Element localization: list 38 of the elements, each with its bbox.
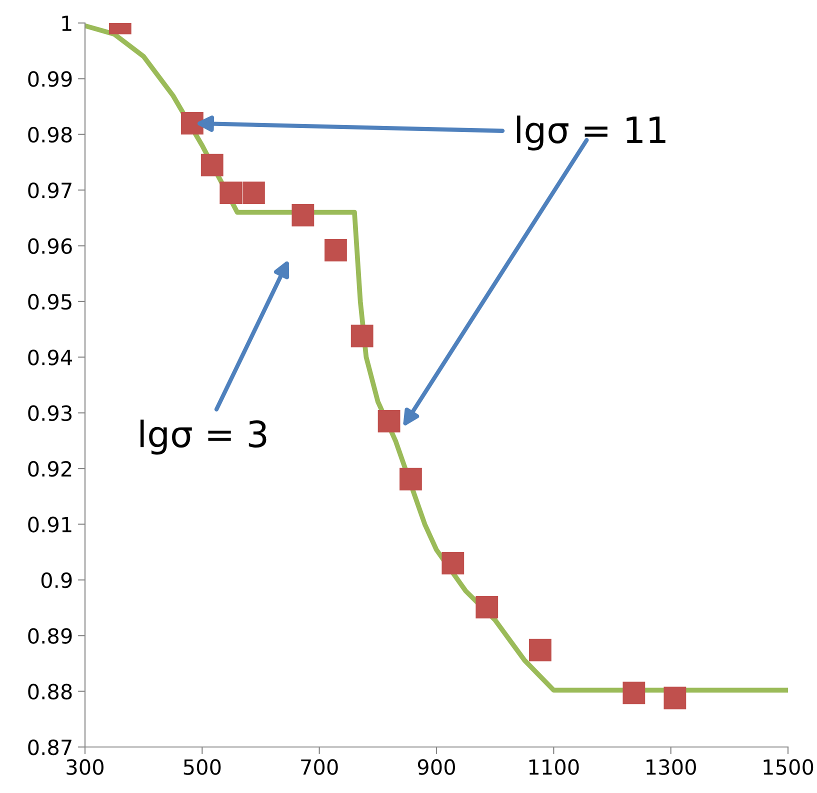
y-tick-label: 0.96 [28, 238, 72, 254]
x-tick-label: 900 [418, 759, 455, 775]
point [220, 182, 242, 204]
y-tick-label: 0.89 [28, 628, 72, 644]
y-tick-label: 0.95 [28, 294, 72, 310]
y-tick-label: 0.92 [28, 460, 72, 477]
y-tick-label: 0.9 [41, 572, 72, 588]
x-tick-label: 1500 [764, 759, 814, 775]
y-tick-label: 0.93 [28, 405, 72, 422]
annotation: lgσ = 3 [140, 420, 266, 455]
y-tick-label: 0.87 [28, 739, 72, 756]
y-tick-label: 0.98 [28, 126, 72, 143]
y-tick-label: 1 [62, 16, 72, 31]
line-series [85, 23, 788, 693]
point [378, 410, 400, 432]
y-tick-label: 0.99 [28, 71, 72, 87]
point [476, 596, 498, 618]
point [181, 112, 204, 134]
point [664, 686, 686, 710]
annotation: lgσ = 11 [517, 116, 666, 151]
point [292, 204, 314, 226]
x-tick-label: 1100 [529, 759, 579, 775]
y-tick-label: 0.97 [28, 182, 72, 198]
point [622, 682, 646, 704]
x-tick-label: 700 [301, 759, 338, 775]
point [324, 239, 347, 262]
y-tick-label: 0.91 [28, 516, 72, 532]
x-tick-label: 500 [184, 759, 221, 775]
point [442, 552, 464, 574]
point [242, 182, 265, 204]
x-tick-label: 300 [66, 759, 104, 775]
y-tick-label: 0.94 [28, 350, 72, 366]
point [350, 324, 374, 348]
point [528, 638, 552, 662]
x-tick-label: 1300 [646, 759, 696, 775]
point [200, 154, 224, 176]
y-tick-label: 0.88 [28, 684, 72, 700]
point [400, 468, 422, 490]
